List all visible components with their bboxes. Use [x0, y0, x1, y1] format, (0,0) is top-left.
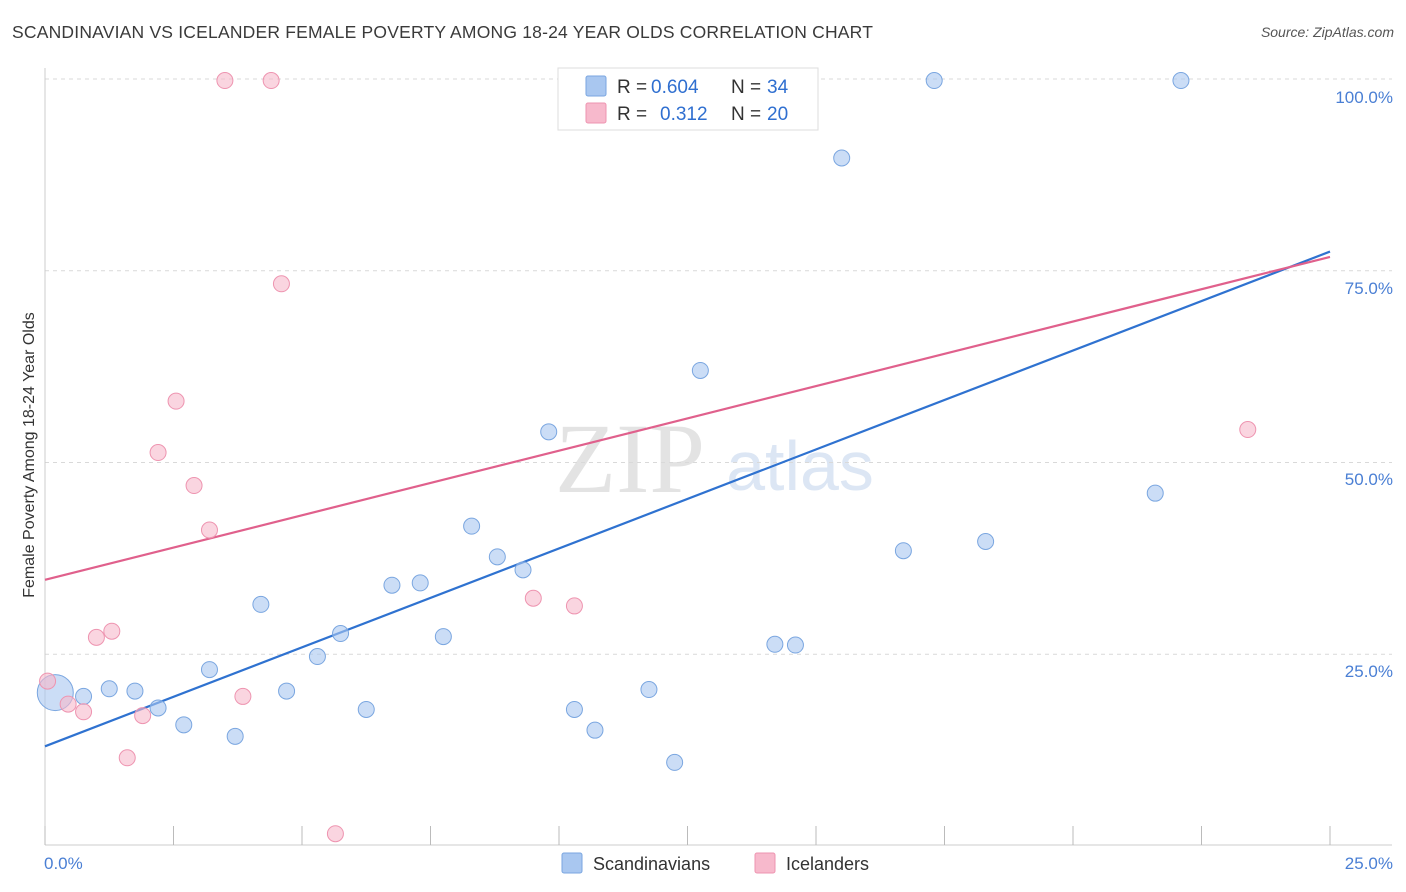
scandinavians-point-30 — [925, 72, 943, 90]
icelanders-point-7 — [149, 444, 167, 462]
icelanders-point-5 — [118, 749, 136, 767]
scandinavians-point-5 — [175, 716, 193, 734]
scandinavians-point-14 — [411, 574, 429, 592]
axes — [44, 68, 1392, 846]
legend-n-label-1: N = — [731, 77, 761, 98]
icelanders-point-8 — [167, 392, 185, 410]
icelanders-point-11 — [216, 72, 234, 90]
watermark-atlas: atlas — [726, 427, 874, 505]
icelanders-point-4 — [103, 622, 121, 640]
legend-r-label-2: R = — [617, 104, 647, 125]
source-credit: Source: ZipAtlas.com — [1260, 24, 1394, 40]
scandinavians-point-19 — [540, 423, 558, 441]
icelanders-point-19 — [1239, 421, 1257, 439]
icelanders-point-9 — [185, 477, 203, 495]
icelanders-point-15 — [326, 825, 344, 843]
scandinavians-point-26 — [766, 635, 784, 653]
scandinavians-point-9 — [278, 682, 296, 700]
scandinavians-point-7 — [226, 727, 244, 745]
legend-n-value-scandinavians: 34 — [767, 77, 789, 98]
bottom-legend-label-icelanders: Icelanders — [786, 854, 869, 874]
icelanders-point-14 — [272, 275, 290, 293]
scandinavians-point-12 — [357, 700, 375, 718]
legend-swatch-scandinavians — [585, 75, 607, 97]
scandinavians-point-18 — [514, 561, 532, 579]
bottom-legend-swatch-scandinavians — [561, 852, 583, 874]
icelanders-point-16 — [524, 589, 542, 607]
x-tick-label-min: 0.0% — [44, 854, 83, 873]
icelanders-point-13 — [262, 72, 280, 90]
scandinavians-point-10 — [308, 648, 326, 666]
scandinavians-point-21 — [586, 721, 604, 739]
icelanders-point-17 — [565, 597, 583, 615]
scandinavians-point-15 — [434, 628, 452, 646]
legend-r-value-scandinavians: 0.604 — [651, 77, 699, 98]
scandinavians-point-17 — [488, 548, 506, 566]
scandinavians-point-4 — [149, 699, 167, 717]
trend-line-icelanders — [44, 255, 1331, 581]
y-tick-label-75: 75.0% — [1345, 279, 1393, 298]
bottom-legend-label-scandinavians: Scandinavians — [593, 854, 710, 874]
scandinavians-point-11 — [332, 625, 350, 643]
watermark-zip: ZIP — [555, 403, 705, 514]
scandinavians-point-13 — [383, 576, 401, 594]
scandinavians-point-27 — [786, 636, 804, 654]
scandinavians-point-6 — [200, 661, 218, 679]
y-axis-title: Female Poverty Among 18-24 Year Olds — [21, 312, 38, 598]
scandinavians-point-24 — [666, 753, 684, 771]
top-legend: R = 0.604 N = 34 R = 0.312 N = 20 — [557, 67, 819, 131]
icelanders-point-1 — [59, 695, 77, 713]
x-tick-label-max: 25.0% — [1345, 854, 1393, 873]
legend-swatch-icelanders — [585, 102, 607, 124]
icelanders-point-2 — [75, 703, 93, 721]
icelanders-point-12 — [234, 687, 252, 705]
chart-title: SCANDINAVIAN VS ICELANDER FEMALE POVERTY… — [12, 22, 874, 42]
legend-r-value-icelanders: 0.312 — [660, 104, 708, 125]
trend-line-scandinavians — [44, 250, 1331, 748]
icelanders-point-6 — [134, 707, 152, 725]
y-tick-label-50: 50.0% — [1345, 470, 1393, 489]
data-points — [36, 72, 1257, 843]
scandinavians-point-2 — [100, 680, 118, 698]
scandinavians-point-23 — [640, 681, 658, 699]
scandinavians-point-28 — [833, 149, 851, 167]
legend-n-value-icelanders: 20 — [767, 104, 788, 125]
scandinavians-point-3 — [126, 682, 144, 700]
legend-n-label-2: N = — [731, 104, 761, 125]
scandinavians-point-25 — [691, 361, 709, 379]
trend-lines — [44, 250, 1331, 748]
scandinavians-point-33 — [1172, 72, 1190, 90]
scandinavians-point-31 — [977, 533, 995, 551]
scandinavians-point-20 — [565, 700, 583, 718]
bottom-legend-swatch-icelanders — [754, 852, 776, 874]
scandinavians-point-29 — [894, 542, 912, 560]
scandinavians-point-16 — [463, 517, 481, 535]
legend-r-label-1: R = — [617, 77, 647, 98]
icelanders-point-10 — [200, 521, 218, 539]
scandinavians-point-1 — [75, 687, 93, 705]
scandinavians-point-8 — [252, 595, 270, 613]
gridlines — [45, 78, 1392, 655]
y-tick-label-100: 100.0% — [1335, 88, 1393, 107]
y-tick-label-25: 25.0% — [1345, 662, 1393, 681]
icelanders-point-0 — [39, 672, 57, 690]
scandinavians-point-32 — [1146, 484, 1164, 502]
icelanders-point-3 — [87, 628, 105, 646]
bottom-legend: Scandinavians Icelanders — [561, 852, 869, 874]
